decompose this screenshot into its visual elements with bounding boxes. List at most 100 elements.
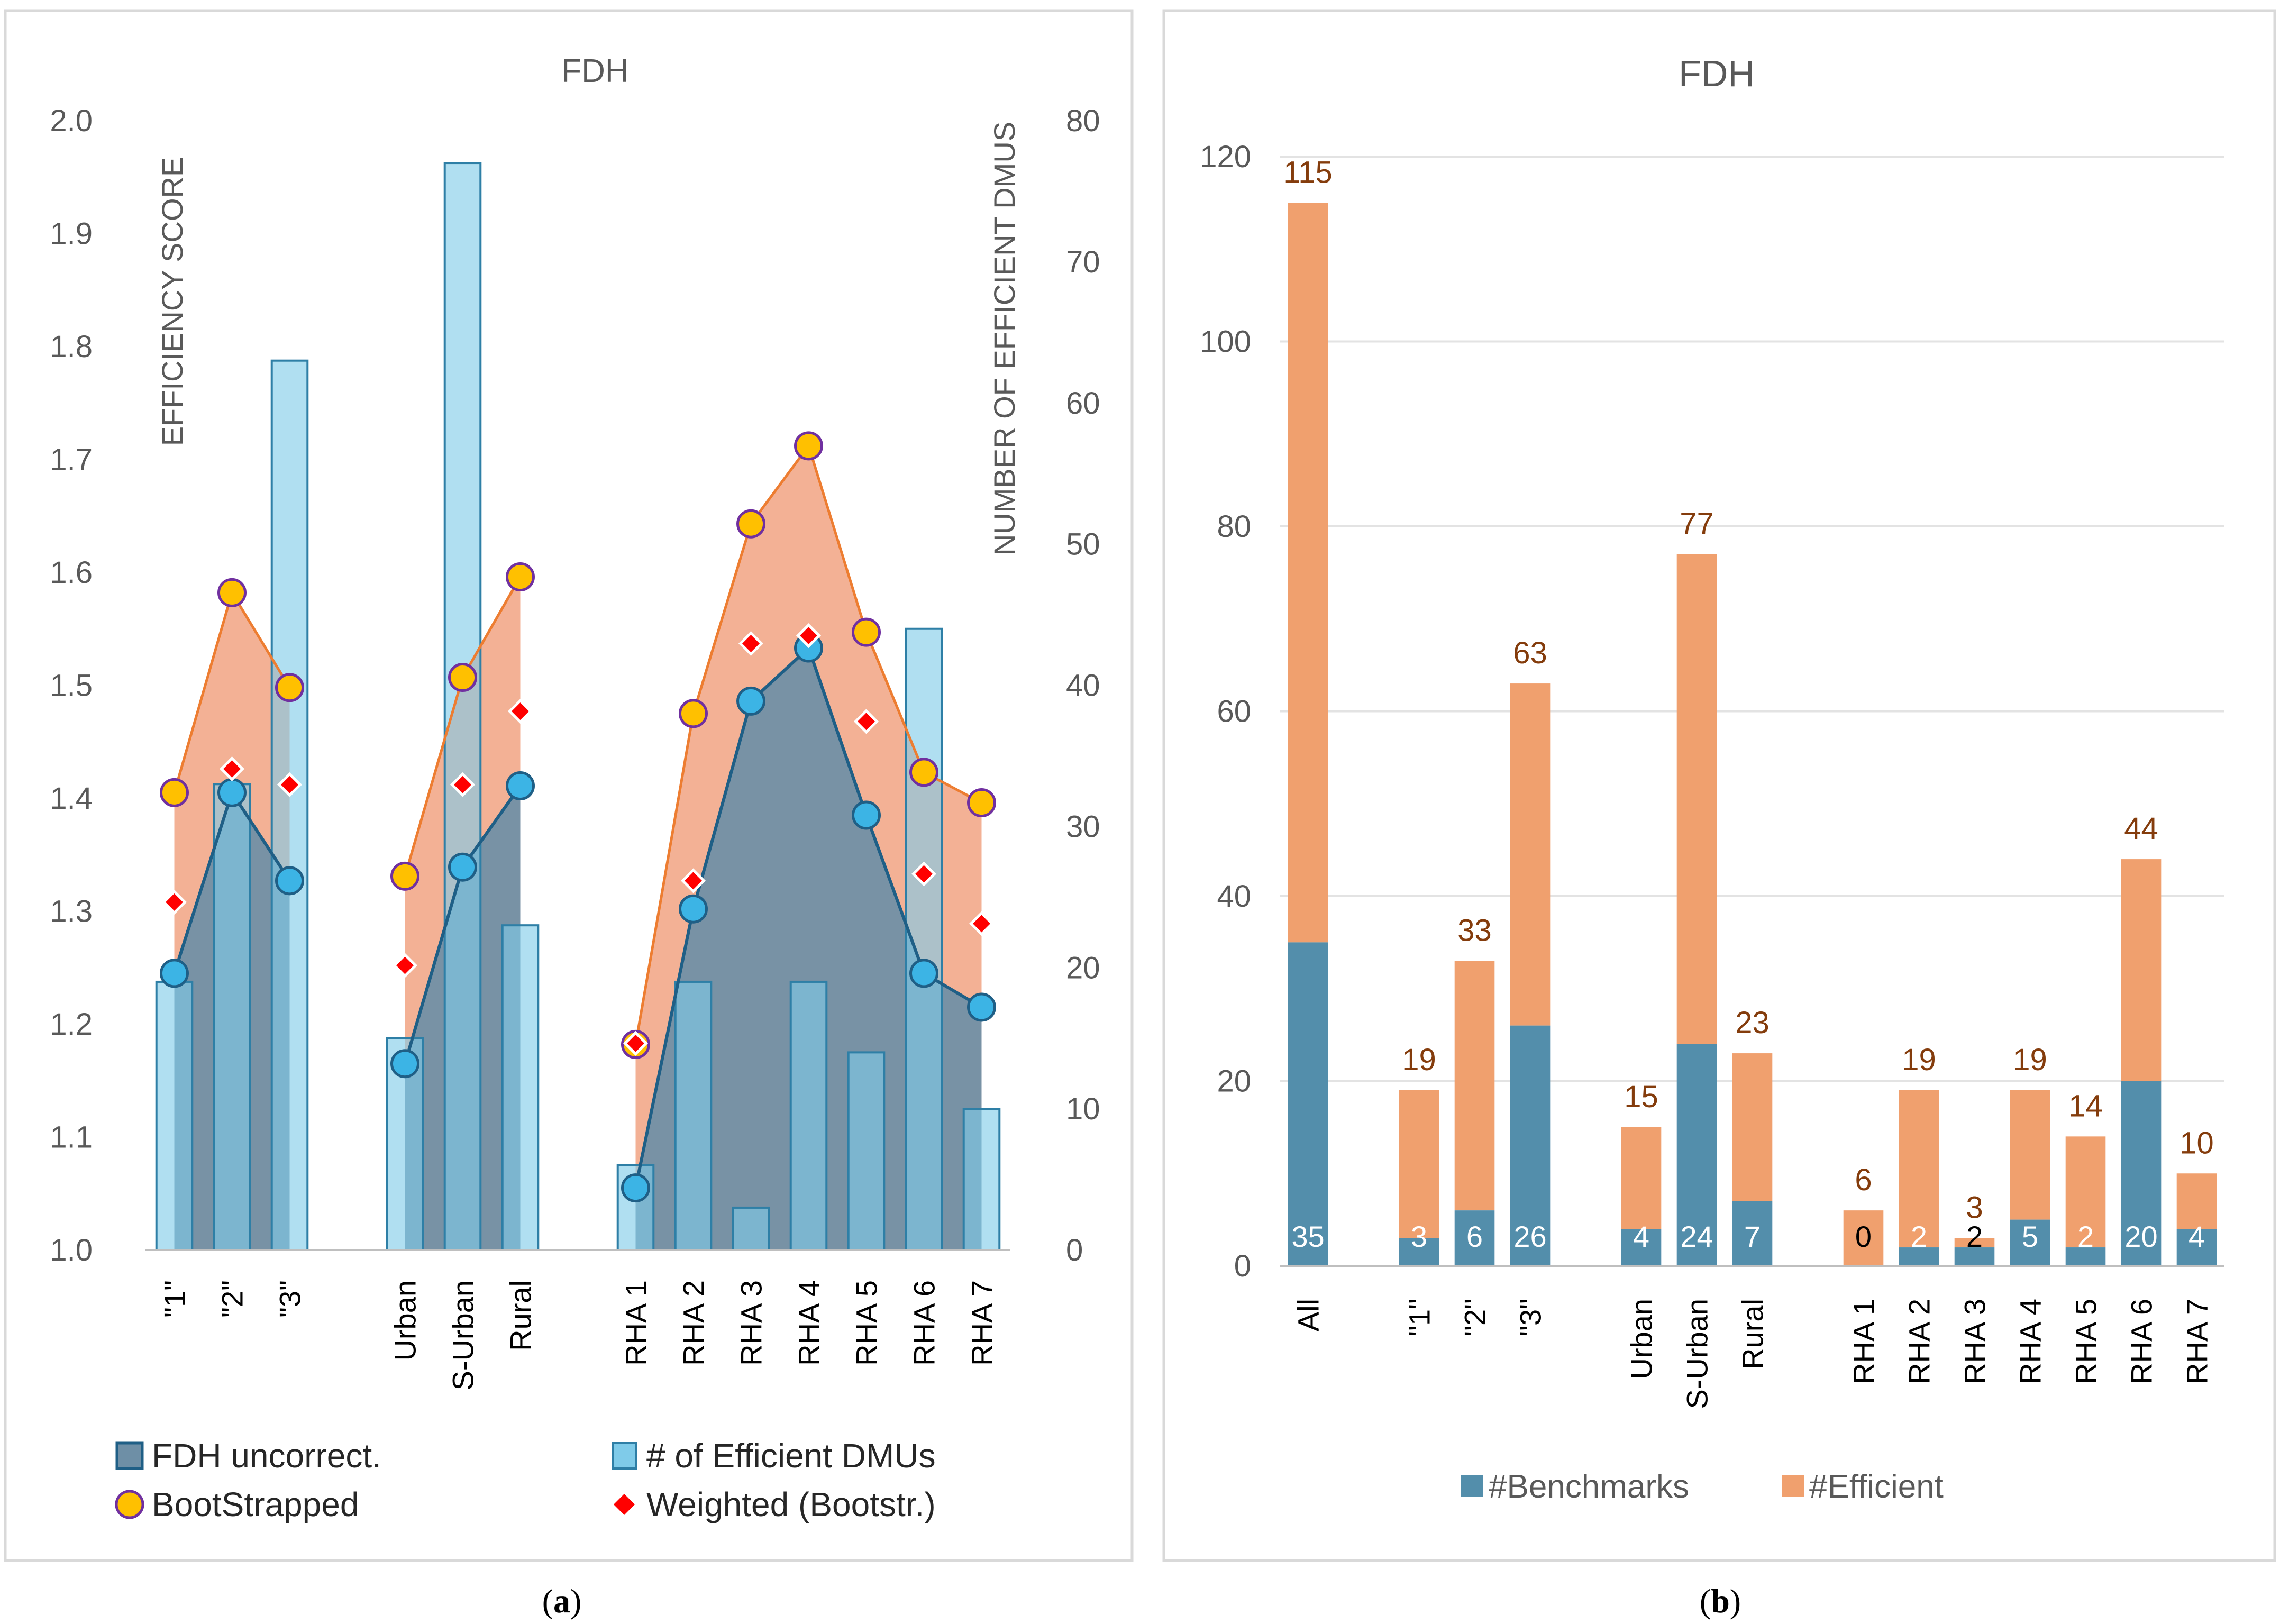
benchmark-bar <box>1621 1229 1662 1266</box>
weighted-point <box>623 1030 649 1056</box>
efficient-bar <box>1954 1238 1995 1248</box>
efficient-bar <box>2176 1173 2217 1229</box>
efficient-total-label: 6 <box>1855 1163 1872 1197</box>
y-tick-label: 1.7 <box>50 443 93 477</box>
x-category-label: Rural <box>504 1280 537 1351</box>
benchmark-bar <box>1676 1044 1717 1266</box>
x-category-label: RHA 6 <box>908 1280 941 1366</box>
benchmark-value-label: 6 <box>1466 1220 1483 1253</box>
bootstrapped-point <box>967 788 996 818</box>
y-tick-label: 20 <box>1217 1064 1251 1099</box>
efficient-bar <box>2065 1136 2106 1248</box>
efficient-total-label: 115 <box>1283 155 1332 189</box>
legend-efficient-swatch <box>1782 1475 1804 1497</box>
efficient-total-label: 63 <box>1513 636 1547 670</box>
dmu-bar <box>732 1206 770 1251</box>
x-category-label: RHA 1 <box>619 1280 653 1366</box>
weighted-point <box>277 772 303 797</box>
y-tick-label: 0 <box>1234 1249 1251 1283</box>
x-category-label: "1" <box>1403 1299 1436 1336</box>
y-tick-label: 1.8 <box>50 330 93 364</box>
bootstrapped-point <box>909 758 938 787</box>
bootstrapped-point <box>160 778 189 807</box>
x-category-label: "1" <box>158 1280 191 1318</box>
y2-tick-label: 20 <box>1066 951 1100 985</box>
benchmark-value-label: 3 <box>1411 1220 1427 1253</box>
benchmark-bar <box>2065 1247 2106 1266</box>
uncorrected-point <box>217 778 247 807</box>
efficient-total-label: 33 <box>1457 913 1492 947</box>
efficient-bar <box>1621 1127 1662 1229</box>
benchmark-value-label: 2 <box>1966 1220 1983 1253</box>
bootstrapped-point <box>794 431 823 461</box>
uncorrected-point <box>621 1173 650 1203</box>
uncorrected-point <box>506 771 535 801</box>
legend-dmu-swatch <box>612 1442 637 1470</box>
y2-tick-label: 60 <box>1066 386 1100 421</box>
y-tick-label: 1.3 <box>50 895 93 929</box>
x-category-label: RHA 2 <box>677 1280 710 1366</box>
benchmark-value-label: 4 <box>1633 1220 1649 1253</box>
efficient-bar <box>2121 859 2162 1081</box>
panel-a-caption: (a) <box>542 1582 582 1620</box>
benchmark-bar <box>2010 1219 2050 1266</box>
efficient-bar <box>1399 1090 1439 1238</box>
bootstrapped-point <box>852 617 881 647</box>
panel-b-chart: FDH02040608010012035115All319"1"633"2"26… <box>1200 53 2224 1505</box>
benchmark-value-label: 4 <box>2188 1220 2205 1253</box>
bootstrapped-point <box>275 673 304 702</box>
weighted-point <box>219 756 245 782</box>
benchmark-bar <box>1732 1201 1773 1266</box>
x-category-label: RHA 1 <box>1847 1299 1881 1384</box>
efficient-total-label: 44 <box>2124 811 2158 846</box>
x-category-label: S-Urban <box>1681 1299 1714 1409</box>
efficient-total-label: 10 <box>2179 1126 2214 1160</box>
y2-tick-label: 10 <box>1066 1092 1100 1126</box>
benchmark-value-label: 5 <box>2022 1220 2038 1253</box>
weighted-point <box>853 709 879 734</box>
panel-b-caption: (b) <box>1700 1582 1741 1620</box>
x-category-label: RHA 2 <box>1903 1299 1936 1384</box>
x-category-label: "2" <box>1458 1299 1492 1336</box>
dmu-bar <box>789 980 828 1251</box>
efficient-bar <box>1676 554 1717 1044</box>
benchmark-bar <box>2176 1229 2217 1266</box>
y2-tick-label: 30 <box>1066 809 1100 844</box>
benchmark-bar <box>1954 1247 1995 1266</box>
efficient-bar <box>1510 683 1551 1026</box>
efficient-bar <box>1843 1210 1884 1266</box>
benchmark-value-label: 2 <box>2077 1220 2094 1253</box>
benchmark-value-label: 20 <box>2124 1220 2157 1253</box>
dmu-bar <box>501 924 540 1251</box>
bootstrapped-point <box>448 663 477 692</box>
uncorrected-point <box>679 894 708 924</box>
bootstrapped-point <box>679 699 708 728</box>
efficient-bar <box>2010 1090 2050 1220</box>
y2-tick-label: 0 <box>1066 1233 1083 1267</box>
legend-weighted-marker <box>614 1494 635 1515</box>
x-category-label: Urban <box>1625 1299 1658 1380</box>
y-tick-label: 1.6 <box>50 555 93 590</box>
benchmark-bar <box>1288 942 1328 1266</box>
x-category-label: "3" <box>1514 1299 1547 1336</box>
benchmark-value-label: 7 <box>1744 1220 1761 1253</box>
weighted-point <box>680 868 706 893</box>
x-category-label: RHA 6 <box>2125 1299 2158 1384</box>
dmu-bar <box>213 783 251 1251</box>
efficient-bar <box>1454 961 1495 1211</box>
benchmark-value-label: 24 <box>1680 1220 1713 1253</box>
x-category-label: RHA 3 <box>735 1280 768 1366</box>
legend-dmu-label: # of Efficient DMUs <box>646 1437 936 1475</box>
uncorrected-point <box>852 800 881 830</box>
bootstrapped-point <box>217 578 247 607</box>
uncorrected-point <box>967 992 996 1022</box>
y-axis-title: EFFICIENCY SCORE <box>156 157 189 446</box>
x-category-label: "2" <box>216 1280 249 1318</box>
panel-b-caption-letter: b <box>1711 1582 1730 1620</box>
uncorrected-point <box>736 686 765 716</box>
y-tick-label: 1.4 <box>50 781 93 816</box>
panel-a-caption-letter: a <box>553 1582 570 1620</box>
y-tick-label: 1.2 <box>50 1007 93 1042</box>
uncorrected-point <box>448 852 477 882</box>
y2-tick-label: 40 <box>1066 669 1100 703</box>
